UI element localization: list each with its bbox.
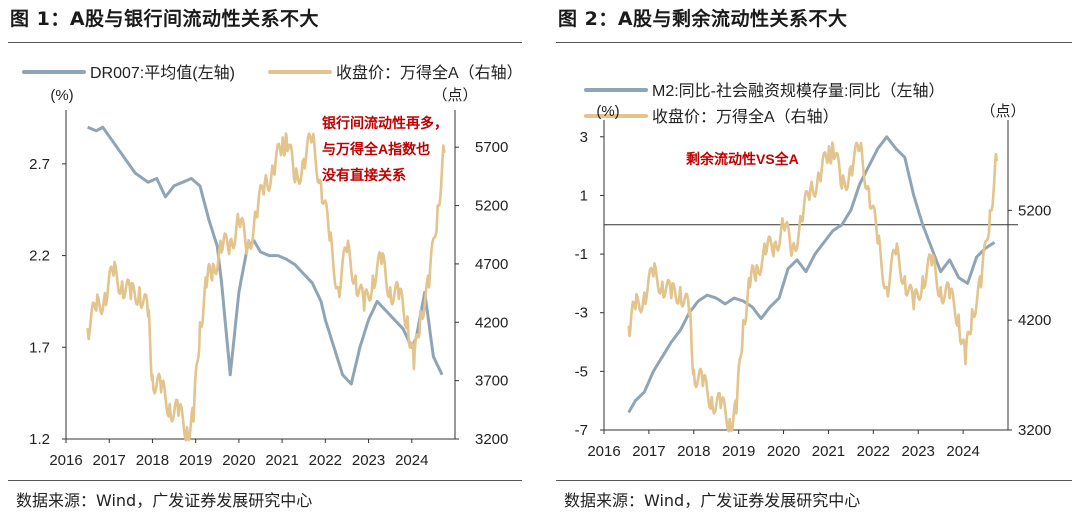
series-line — [86, 132, 446, 442]
right-axis-unit: （点） — [980, 103, 1025, 120]
left-tick-label: -1 — [575, 246, 588, 263]
series-line — [627, 141, 999, 433]
left-tick-label: 2.7 — [29, 156, 50, 173]
source-note: 数据来源：Wind，广发证券发展研究中心 — [564, 491, 861, 510]
right-tick-label: 4200 — [475, 314, 508, 331]
x-tick-label: 2021 — [812, 443, 845, 460]
title-rule — [8, 42, 522, 43]
x-tick-label: 2017 — [632, 443, 665, 460]
chart-title: 图 2：A股与剩余流动性关系不大 — [558, 8, 848, 30]
left-tick-label: -5 — [575, 363, 588, 380]
legend-label: 收盘价：万得全A（右轴） — [652, 107, 839, 126]
series-line — [627, 135, 996, 414]
left-tick-label: 1.7 — [29, 339, 50, 356]
x-tick-label: 2016 — [49, 452, 82, 469]
x-tick-label: 2023 — [352, 452, 385, 469]
x-tick-label: 2022 — [309, 452, 342, 469]
x-tick-label: 2020 — [767, 443, 800, 460]
chart-2-svg: M2:同比-社会融资规模存量:同比（左轴） 收盘价：万得全A（右轴） (%) （点） 3… — [575, 82, 1052, 460]
x-tick-label: 2018 — [136, 452, 169, 469]
left-axis-unit: (%) — [50, 87, 73, 104]
right-tick-label: 5200 — [475, 198, 508, 215]
left-tick-label: 2.2 — [29, 248, 50, 265]
right-tick-label: 3700 — [475, 373, 508, 390]
chart-annotation: 与万得全A指数也 — [322, 141, 430, 157]
chart-panel-2: 图 2：A股与剩余流动性关系不大 M2:同比-社会融资规模存量:同比（左轴） 收盘… — [548, 0, 1080, 516]
left-tick-label: 1.2 — [29, 431, 50, 448]
x-tick-label: 2024 — [395, 452, 428, 469]
right-axis-unit: （点） — [432, 87, 477, 104]
x-tick-label: 2019 — [722, 443, 755, 460]
right-tick-label: 4700 — [475, 256, 508, 273]
x-tick-label: 2020 — [222, 452, 255, 469]
source-note: 数据来源：Wind，广发证券发展研究中心 — [16, 491, 313, 510]
chart-title: 图 1：A股与银行间流动性关系不大 — [10, 8, 320, 30]
left-tick-label: 1 — [580, 187, 588, 204]
x-tick-label: 2019 — [179, 452, 212, 469]
series-line — [87, 125, 444, 386]
x-tick-label: 2022 — [857, 443, 890, 460]
right-tick-label: 3200 — [1018, 422, 1051, 439]
left-tick-label: 3 — [580, 129, 588, 146]
left-axis-unit: (%) — [596, 103, 619, 120]
source-rule — [8, 480, 522, 481]
x-tick-label: 2023 — [902, 443, 935, 460]
source-rule — [556, 480, 1072, 481]
legend-label: DR007:平均值(左轴) — [90, 64, 235, 82]
chart-panel-1: 图 1：A股与银行间流动性关系不大 DR007:平均值(左轴) 收盘价：万得全A（… — [0, 0, 530, 516]
right-tick-label: 5200 — [1018, 202, 1051, 219]
chart-annotation: 剩余流动性VS全A — [686, 151, 799, 167]
left-tick-label: -3 — [575, 305, 588, 322]
left-tick-label: -7 — [575, 422, 588, 439]
chart-annotation: 没有直接关系 — [322, 167, 406, 183]
x-tick-label: 2017 — [93, 452, 126, 469]
x-tick-label: 2016 — [587, 443, 620, 460]
legend-label: 收盘价：万得全A（右轴） — [336, 63, 523, 82]
right-tick-label: 3200 — [475, 431, 508, 448]
chart-1-svg: DR007:平均值(左轴) 收盘价：万得全A（右轴） (%) （点） 2.7 2.2 1.7… — [22, 63, 523, 469]
x-tick-label: 2021 — [265, 452, 298, 469]
legend-label: M2:同比-社会融资规模存量:同比（左轴） — [652, 82, 944, 100]
right-tick-label: 4200 — [1018, 312, 1051, 329]
chart-annotation: 银行间流动性再多， — [322, 115, 448, 131]
x-tick-label: 2024 — [946, 443, 979, 460]
right-tick-label: 5700 — [475, 139, 508, 156]
x-tick-label: 2018 — [677, 443, 710, 460]
title-rule — [556, 42, 1072, 43]
